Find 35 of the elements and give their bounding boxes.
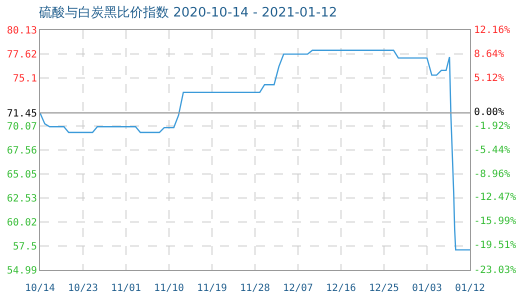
y-tick-label: 57.5: [12, 242, 37, 253]
y2-tick-label: 0.00%: [474, 107, 504, 118]
y2-tick-label: 8.64%: [474, 49, 504, 60]
x-tick-label: 11/28: [240, 283, 270, 294]
x-tick-label: 12/16: [326, 283, 356, 294]
y2-tick-label: -19.51%: [474, 240, 516, 251]
x-tick-label: 10/23: [68, 283, 98, 294]
x-tick-label: 11/19: [196, 283, 228, 294]
x-tick-label: 01/03: [412, 283, 442, 294]
y2-tick-label: 12.16%: [474, 25, 510, 36]
x-tick-label: 11/10: [154, 283, 184, 294]
x-tick-label: 12/07: [282, 283, 314, 294]
chart-title: 硫酸与白炭黑比价指数 2020-10-14 - 2021-01-12: [39, 6, 338, 21]
y-tick-label: 67.56: [6, 146, 37, 156]
y2-tick-label: -1.92%: [474, 121, 510, 132]
line-series: [40, 50, 470, 251]
y-tick-label: 65.05: [6, 169, 37, 180]
y-tick-label: 62.53: [6, 194, 37, 205]
y-tick-label: 70.07: [6, 122, 37, 133]
y2-tick-label: -8.96%: [474, 169, 510, 180]
x-tick-label: 11/01: [110, 283, 142, 294]
y-tick-label: 54.99: [6, 266, 37, 276]
y-tick-label: 75.1: [12, 74, 37, 85]
y2-tick-label: -5.44%: [474, 145, 510, 156]
y2-tick-label: 5.12%: [474, 73, 504, 84]
y2-tick-label: -15.99%: [474, 216, 516, 227]
y2-tick-label: -23.03%: [474, 265, 516, 276]
y-tick-label: 77.62: [6, 49, 37, 60]
y-tick-label: 80.13: [6, 26, 37, 36]
x-tick-label: 01/12: [454, 283, 486, 294]
x-tick-label: 12/25: [368, 283, 400, 294]
x-tick-label: 10/14: [24, 283, 56, 294]
y-tick-label: 71.45: [6, 108, 37, 120]
y-tick-label: 60.02: [6, 217, 37, 228]
y2-tick-label: -12.47%: [474, 192, 516, 203]
